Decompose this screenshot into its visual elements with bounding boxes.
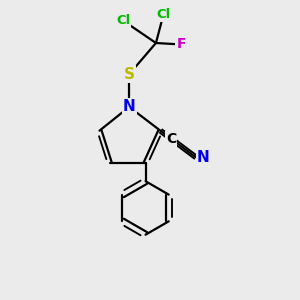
- Text: N: N: [123, 99, 136, 114]
- Text: Cl: Cl: [116, 14, 130, 27]
- Text: F: F: [176, 38, 186, 52]
- Text: C: C: [166, 132, 176, 146]
- Text: Cl: Cl: [156, 8, 170, 21]
- Text: S: S: [124, 67, 135, 82]
- Text: N: N: [197, 150, 210, 165]
